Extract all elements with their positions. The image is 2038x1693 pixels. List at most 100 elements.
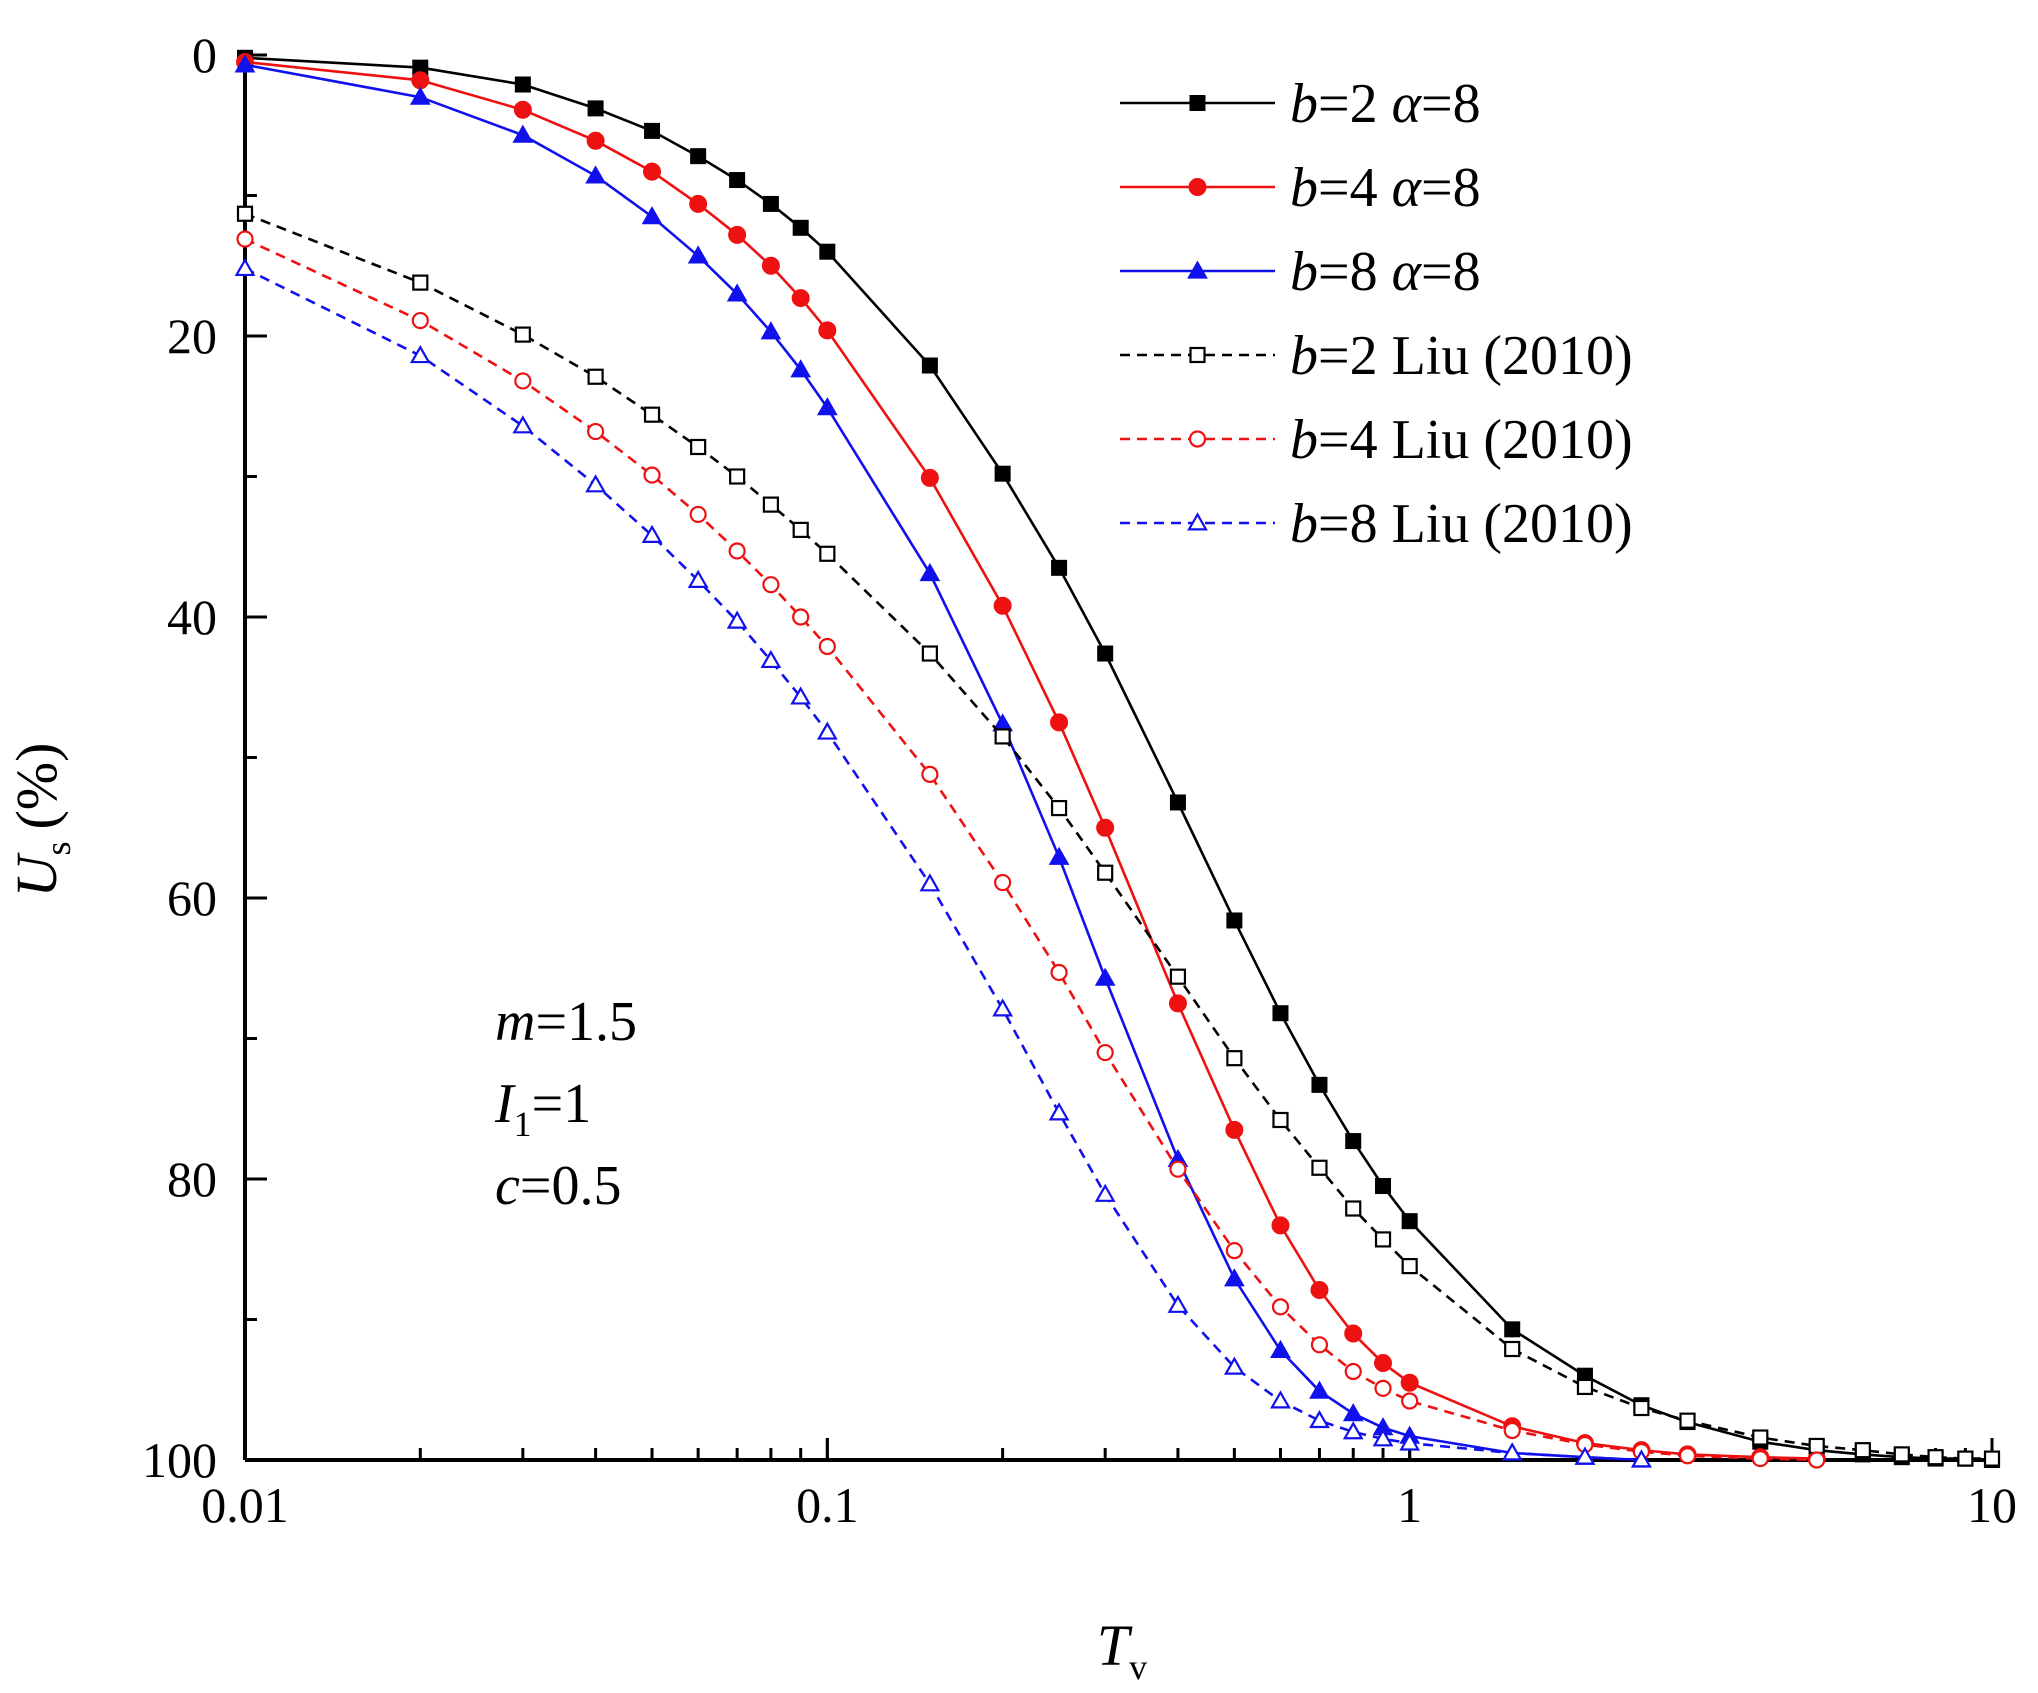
data-point: [1344, 1324, 1363, 1343]
data-point: [1893, 1446, 1910, 1463]
data-point: [1225, 1120, 1244, 1139]
data-point: [1927, 1449, 1944, 1466]
data-point: [1094, 967, 1116, 986]
data-point: [643, 466, 661, 484]
x-tick-label: 10: [1967, 1477, 2017, 1533]
data-point: [993, 596, 1012, 615]
data-point: [1503, 1421, 1521, 1440]
y-tick-label: 40: [167, 589, 217, 645]
data-point: [792, 608, 810, 626]
data-point: [1311, 1159, 1328, 1176]
x-axis-title: Tv: [1097, 1613, 1147, 1687]
legend-label: b=8 α=8: [1290, 241, 1481, 303]
legend-label: b=2 Liu (2010): [1290, 325, 1633, 387]
data-point: [790, 359, 812, 378]
data-point: [1854, 1442, 1871, 1459]
data-point: [1189, 346, 1206, 364]
data-point: [1751, 1449, 1769, 1468]
data-point: [760, 649, 782, 669]
data-point: [1374, 1379, 1392, 1397]
data-point: [728, 225, 747, 244]
data-point: [1189, 95, 1206, 111]
legend-label: b=8 Liu (2010): [1290, 493, 1633, 555]
data-point: [919, 873, 941, 892]
x-tick-label: 1: [1397, 1477, 1422, 1533]
data-point: [643, 406, 661, 423]
data-point: [236, 205, 254, 222]
data-point: [1345, 1200, 1362, 1217]
legend-entry: b=8 Liu (2010): [1120, 493, 1633, 555]
data-point: [762, 195, 779, 212]
data-point: [1345, 1133, 1362, 1150]
data-point: [1094, 1183, 1116, 1202]
data-point: [1096, 818, 1115, 837]
axis-ticks: [243, 53, 1994, 1462]
data-point: [585, 165, 606, 184]
data-point: [816, 721, 838, 740]
data-point: [1631, 1449, 1652, 1468]
data-point: [585, 474, 606, 493]
data-point: [816, 397, 838, 416]
data-point: [1051, 559, 1068, 576]
data-point: [1808, 1437, 1825, 1455]
data-point: [687, 569, 709, 588]
data-point: [412, 274, 429, 291]
data-point: [729, 468, 746, 485]
data-point: [921, 765, 939, 783]
data-point: [587, 368, 604, 385]
data-point: [1272, 1005, 1289, 1022]
data-point: [1048, 846, 1070, 865]
series-line: [244, 212, 1992, 1460]
data-point: [818, 637, 836, 656]
data-point: [513, 100, 532, 119]
data-point: [792, 219, 809, 236]
data-point: [1375, 1178, 1392, 1195]
plot-frame: [243, 55, 1992, 1462]
data-point: [1808, 1451, 1826, 1469]
data-point: [790, 686, 812, 705]
data-point: [1309, 1380, 1330, 1399]
data-point: [644, 122, 661, 139]
data-point: [1504, 1340, 1521, 1358]
series-6: [234, 257, 1652, 1468]
series-layer: [234, 49, 2001, 1469]
data-point: [1097, 864, 1114, 881]
series-line: [244, 56, 1993, 1462]
data-point: [760, 321, 782, 340]
data-point: [1310, 1280, 1329, 1299]
data-point: [920, 468, 939, 487]
data-point: [234, 257, 256, 277]
data-point: [411, 311, 429, 330]
data-point: [762, 576, 780, 594]
legend-entry: b=4 α=8: [1120, 157, 1481, 219]
data-point: [1226, 1050, 1243, 1067]
y-tick-label: 100: [142, 1432, 217, 1488]
series-line: [244, 60, 1817, 1460]
data-point: [1224, 1268, 1245, 1287]
data-point: [994, 728, 1011, 745]
data-point: [1169, 794, 1186, 811]
data-point: [514, 372, 532, 390]
data-point: [1310, 1336, 1329, 1354]
data-point: [1633, 1399, 1650, 1417]
data-point: [1342, 1403, 1364, 1422]
legend-label: b=4 α=8: [1290, 157, 1481, 219]
data-point: [690, 148, 707, 165]
data-point: [726, 283, 748, 302]
data-point: [1187, 260, 1208, 279]
data-point: [921, 645, 938, 662]
data-point: [1679, 1412, 1696, 1429]
data-point: [514, 326, 531, 343]
data-point: [1096, 1043, 1114, 1062]
y-tick-label: 80: [167, 1151, 217, 1207]
data-point: [690, 438, 707, 456]
y-tick-label: 20: [167, 308, 217, 364]
data-point: [1187, 512, 1208, 531]
data-point: [641, 206, 663, 225]
data-point: [761, 256, 780, 275]
series-2: [236, 53, 1826, 1468]
data-point: [1311, 1076, 1328, 1093]
data-point: [994, 873, 1012, 892]
data-point: [1574, 1446, 1596, 1465]
